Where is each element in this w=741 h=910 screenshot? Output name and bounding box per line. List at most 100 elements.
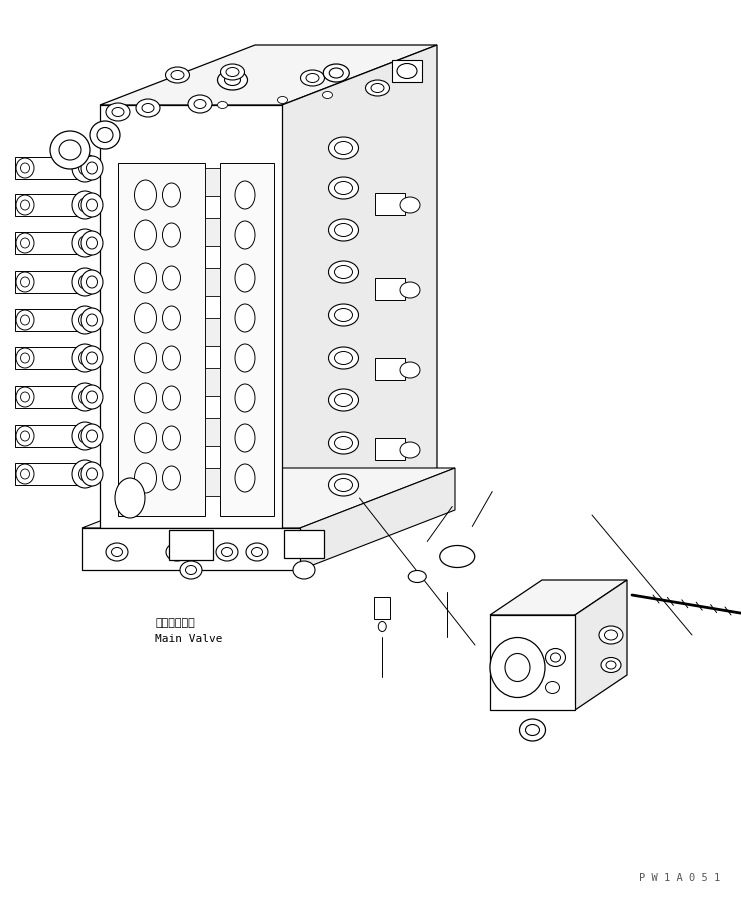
Ellipse shape xyxy=(135,180,156,210)
Ellipse shape xyxy=(135,343,156,373)
Ellipse shape xyxy=(194,99,206,108)
Bar xyxy=(205,368,220,396)
Ellipse shape xyxy=(293,561,315,579)
Ellipse shape xyxy=(87,276,98,288)
Ellipse shape xyxy=(72,191,98,219)
Polygon shape xyxy=(300,468,455,570)
Polygon shape xyxy=(82,528,300,570)
Ellipse shape xyxy=(72,383,98,411)
Polygon shape xyxy=(100,105,282,528)
Ellipse shape xyxy=(334,308,353,321)
Ellipse shape xyxy=(59,140,81,160)
Ellipse shape xyxy=(87,391,98,403)
Ellipse shape xyxy=(334,393,353,407)
Ellipse shape xyxy=(87,162,98,174)
Ellipse shape xyxy=(112,107,124,116)
Ellipse shape xyxy=(235,221,255,249)
Ellipse shape xyxy=(525,724,539,735)
Ellipse shape xyxy=(400,197,420,213)
Ellipse shape xyxy=(87,237,98,249)
Ellipse shape xyxy=(235,384,255,412)
Bar xyxy=(375,193,405,215)
Ellipse shape xyxy=(135,463,156,493)
Ellipse shape xyxy=(87,430,98,442)
Ellipse shape xyxy=(218,102,227,108)
Ellipse shape xyxy=(136,99,160,117)
Ellipse shape xyxy=(408,571,426,582)
Ellipse shape xyxy=(21,315,30,325)
Ellipse shape xyxy=(162,266,181,290)
Polygon shape xyxy=(575,580,627,710)
Ellipse shape xyxy=(323,64,349,82)
Ellipse shape xyxy=(328,219,359,241)
Ellipse shape xyxy=(235,344,255,372)
Bar xyxy=(15,309,90,331)
Ellipse shape xyxy=(79,161,91,175)
Polygon shape xyxy=(490,580,627,615)
Ellipse shape xyxy=(135,423,156,453)
Bar xyxy=(375,278,405,300)
Ellipse shape xyxy=(72,460,98,488)
Ellipse shape xyxy=(301,70,325,86)
Bar xyxy=(205,468,220,496)
Ellipse shape xyxy=(106,543,128,561)
Ellipse shape xyxy=(334,479,353,491)
Ellipse shape xyxy=(135,263,156,293)
Ellipse shape xyxy=(334,181,353,195)
Ellipse shape xyxy=(162,466,181,490)
Ellipse shape xyxy=(90,121,120,149)
Ellipse shape xyxy=(165,67,190,83)
Bar xyxy=(205,218,220,246)
Ellipse shape xyxy=(16,195,34,215)
Ellipse shape xyxy=(439,545,475,568)
Ellipse shape xyxy=(79,275,91,289)
Ellipse shape xyxy=(111,548,122,557)
Ellipse shape xyxy=(222,548,233,557)
Ellipse shape xyxy=(81,231,103,255)
Ellipse shape xyxy=(87,199,98,211)
Ellipse shape xyxy=(226,67,239,76)
Polygon shape xyxy=(118,163,205,516)
Ellipse shape xyxy=(378,622,386,632)
Bar xyxy=(169,530,213,560)
Ellipse shape xyxy=(328,432,359,454)
Bar xyxy=(374,596,391,619)
Text: Main Valve: Main Valve xyxy=(155,634,222,644)
Ellipse shape xyxy=(328,304,359,326)
Ellipse shape xyxy=(328,137,359,159)
Ellipse shape xyxy=(79,313,91,327)
Ellipse shape xyxy=(81,462,103,486)
Bar xyxy=(15,347,90,369)
Ellipse shape xyxy=(106,103,130,121)
Ellipse shape xyxy=(162,183,181,207)
Ellipse shape xyxy=(115,478,145,518)
Ellipse shape xyxy=(21,469,30,479)
Ellipse shape xyxy=(72,422,98,450)
Ellipse shape xyxy=(81,193,103,217)
Ellipse shape xyxy=(277,96,288,104)
Bar xyxy=(205,168,220,196)
Ellipse shape xyxy=(81,385,103,409)
Ellipse shape xyxy=(334,437,353,450)
Polygon shape xyxy=(100,45,437,105)
Ellipse shape xyxy=(599,626,623,644)
Ellipse shape xyxy=(490,638,545,697)
Ellipse shape xyxy=(16,426,34,446)
Ellipse shape xyxy=(79,429,91,443)
Text: P W 1 A 0 5 1: P W 1 A 0 5 1 xyxy=(639,873,721,883)
Ellipse shape xyxy=(328,347,359,369)
Bar xyxy=(15,463,90,485)
Ellipse shape xyxy=(334,266,353,278)
Ellipse shape xyxy=(79,467,91,481)
Ellipse shape xyxy=(79,390,91,404)
Ellipse shape xyxy=(97,127,113,143)
Ellipse shape xyxy=(334,141,353,155)
Ellipse shape xyxy=(135,383,156,413)
Ellipse shape xyxy=(400,362,420,378)
Ellipse shape xyxy=(81,424,103,448)
Ellipse shape xyxy=(21,163,30,173)
Ellipse shape xyxy=(16,464,34,484)
Bar xyxy=(392,60,422,82)
Ellipse shape xyxy=(81,308,103,332)
Bar xyxy=(284,530,324,558)
